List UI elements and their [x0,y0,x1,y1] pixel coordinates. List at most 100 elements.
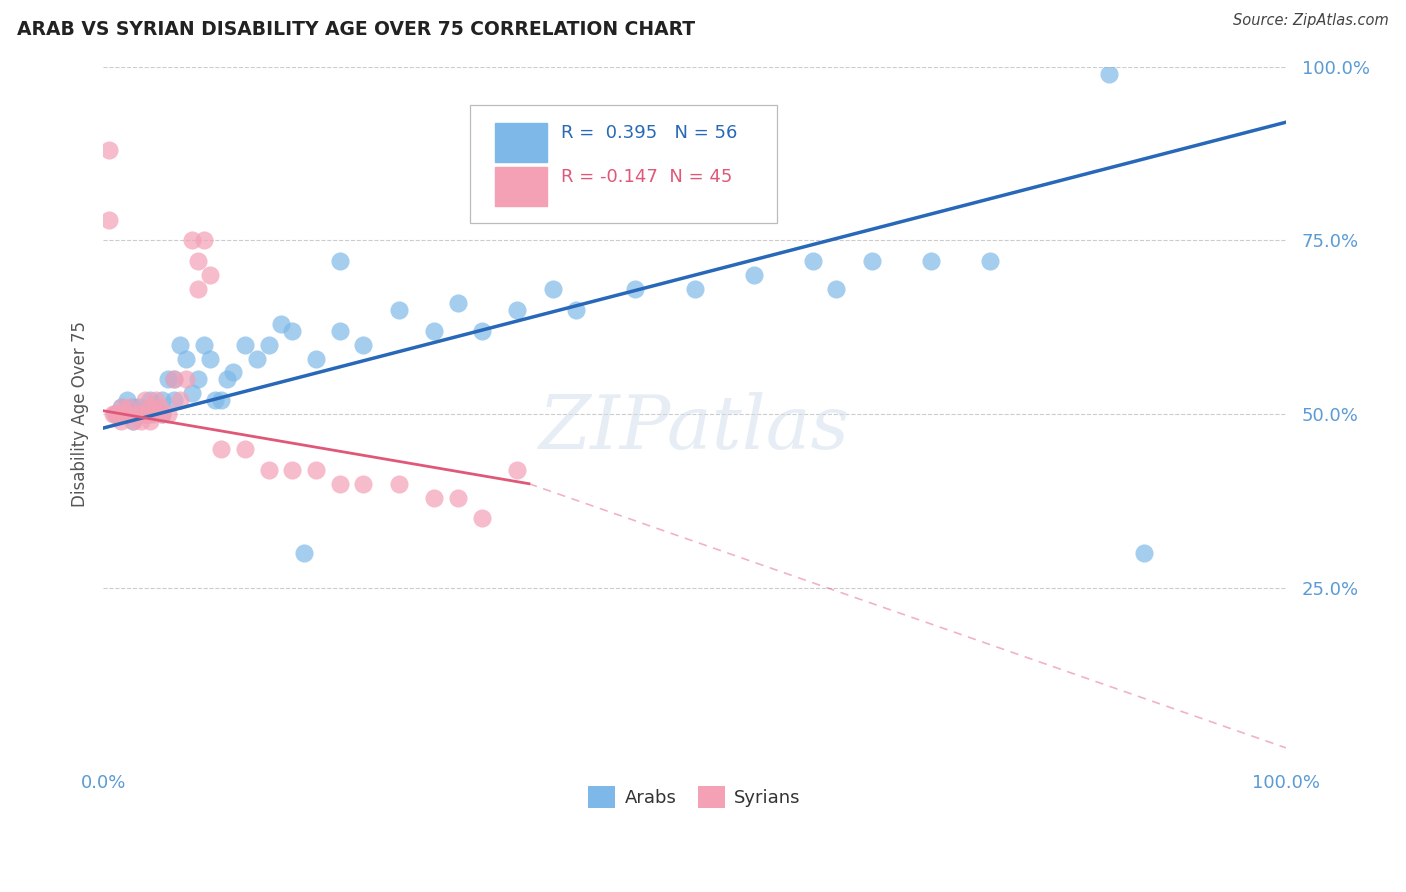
Point [541,282,564,296]
Point [163,372,186,386]
Point [169,393,191,408]
Point [129,414,152,428]
Point [920,254,942,268]
Point [111,401,134,415]
Point [174,351,197,366]
Point [329,324,352,338]
Point [281,463,304,477]
Point [163,372,186,386]
Point [388,302,411,317]
Point [98,143,121,157]
Point [115,407,138,421]
Text: R = -0.147  N = 45: R = -0.147 N = 45 [561,168,733,186]
Text: Source: ZipAtlas.com: Source: ZipAtlas.com [1233,13,1389,29]
Point [187,282,209,296]
Point [128,401,150,415]
Point [1097,66,1119,80]
Point [118,407,141,421]
Point [683,282,706,296]
Point [134,407,156,421]
Point [121,414,143,428]
Point [329,476,352,491]
Point [209,393,232,408]
Point [292,546,315,560]
Point [104,407,127,421]
Point [118,401,141,415]
Point [139,414,162,428]
Point [125,407,148,421]
Point [423,324,446,338]
Point [270,317,292,331]
Point [352,476,374,491]
Point [157,407,180,421]
Point [305,463,328,477]
Point [169,337,191,351]
Legend: Arabs, Syrians: Arabs, Syrians [581,779,808,815]
Text: ZIPatlas: ZIPatlas [538,392,851,465]
Y-axis label: Disability Age Over 75: Disability Age Over 75 [72,321,89,508]
FancyBboxPatch shape [470,105,778,223]
Point [204,393,226,408]
Point [281,324,304,338]
Point [149,401,172,415]
Point [506,302,529,317]
Point [423,491,446,505]
Point [1133,546,1156,560]
Point [110,401,132,415]
Point [142,407,165,421]
Point [121,414,143,428]
Point [193,337,215,351]
FancyBboxPatch shape [495,123,547,161]
Point [136,407,159,421]
Point [112,407,135,421]
Point [246,351,269,366]
Point [110,414,132,428]
Point [115,393,138,408]
Point [108,407,131,421]
Point [217,372,239,386]
Point [101,407,124,421]
Point [105,407,128,421]
Point [157,372,180,386]
Point [329,254,352,268]
Point [257,337,280,351]
Point [565,302,588,317]
Point [860,254,883,268]
Point [447,491,470,505]
Point [145,393,167,408]
Point [979,254,1001,268]
Point [128,407,150,421]
Point [305,351,328,366]
Point [624,282,647,296]
Point [121,401,143,415]
Point [187,254,209,268]
Point [257,463,280,477]
Point [112,407,135,421]
Point [134,393,156,408]
Point [128,407,150,421]
Point [187,372,209,386]
Point [233,442,256,456]
Point [193,233,215,247]
Point [150,407,173,421]
Point [139,401,162,415]
Point [180,386,202,401]
Point [163,393,186,408]
Point [352,337,374,351]
FancyBboxPatch shape [495,167,547,206]
Point [222,366,245,380]
Point [209,442,232,456]
Point [198,351,221,366]
Point [506,463,529,477]
Point [233,337,256,351]
Point [388,476,411,491]
Point [139,407,162,421]
Point [198,268,221,282]
Point [104,407,127,421]
Point [139,393,162,408]
Point [145,401,167,415]
Text: R =  0.395   N = 56: R = 0.395 N = 56 [561,124,737,142]
Point [742,268,765,282]
Point [98,212,121,227]
Text: ARAB VS SYRIAN DISABILITY AGE OVER 75 CORRELATION CHART: ARAB VS SYRIAN DISABILITY AGE OVER 75 CO… [17,20,695,38]
